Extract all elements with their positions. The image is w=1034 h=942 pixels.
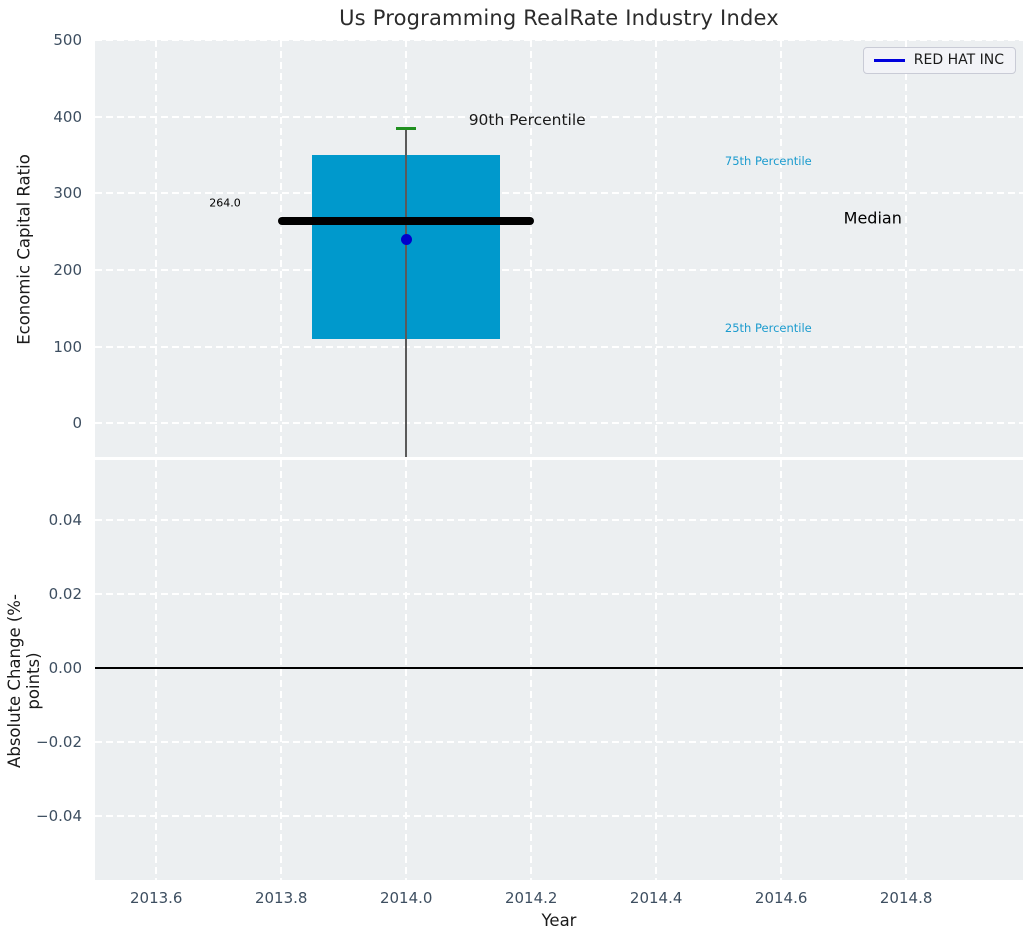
bottom-plot-area <box>95 460 1023 880</box>
x-tick-label: 2014.2 <box>504 889 558 907</box>
gridline <box>95 192 1023 195</box>
gridline <box>95 345 1023 348</box>
gridline <box>405 460 408 880</box>
y-tick-label: −0.02 <box>36 732 82 751</box>
gridline <box>280 460 283 880</box>
gridline <box>95 40 1023 41</box>
gridline <box>280 40 283 457</box>
gridline <box>95 592 1023 595</box>
x-tick-label: 2014.0 <box>379 889 433 907</box>
legend: RED HAT INC <box>862 47 1016 74</box>
gridline <box>95 115 1023 118</box>
zero-change-line <box>95 666 1023 669</box>
gridline <box>530 40 533 457</box>
annotation-p25-label: 25th Percentile <box>724 321 812 336</box>
annotation-p75-label: 75th Percentile <box>724 154 812 169</box>
gridline <box>155 460 158 880</box>
company-point <box>400 233 412 245</box>
gridline <box>655 460 658 880</box>
y-tick-label: −0.04 <box>36 806 82 825</box>
gridline <box>530 460 533 880</box>
gridline <box>95 268 1023 271</box>
y-tick-label: 0.02 <box>48 584 82 603</box>
gridline <box>905 40 908 457</box>
y-tick-label: 400 <box>53 107 82 126</box>
y-tick-label: 0.00 <box>48 658 82 677</box>
gridline <box>780 460 783 880</box>
annotation-median-value-label: 264.0 <box>209 196 241 210</box>
bottom-y-axis-label: Absolute Change (%-points) <box>5 594 43 768</box>
y-tick-label: 100 <box>53 337 82 356</box>
gridline <box>905 460 908 880</box>
gridline <box>155 40 158 457</box>
gridline <box>95 814 1023 817</box>
x-axis-label: Year <box>541 911 577 930</box>
gridline <box>95 518 1023 521</box>
y-tick-label: 200 <box>53 260 82 279</box>
x-tick-label: 2014.6 <box>754 889 808 907</box>
gridline <box>655 40 658 457</box>
x-tick-label: 2013.6 <box>129 889 183 907</box>
legend-line-swatch <box>873 58 905 62</box>
gridline <box>95 422 1023 425</box>
y-tick-label: 500 <box>53 31 82 49</box>
chart-title: Us Programming RealRate Industry Index <box>339 6 779 30</box>
x-tick-label: 2014.4 <box>629 889 683 907</box>
x-tick-label: 2013.8 <box>254 889 308 907</box>
legend-label: RED HAT INC <box>913 52 1004 68</box>
top-y-axis-label: Economic Capital Ratio <box>14 154 34 345</box>
annotation-median-label: Median <box>843 208 902 228</box>
y-tick-label: 300 <box>53 184 82 203</box>
y-tick-label: 0 <box>72 414 82 433</box>
annotation-p90-label: 90th Percentile <box>468 110 586 129</box>
median-line <box>278 216 535 225</box>
top-plot-area: RED HAT INC 264.0 90th Percentile 75th Per… <box>95 40 1023 457</box>
p90-cap <box>396 126 417 130</box>
x-tick-label: 2014.8 <box>879 889 933 907</box>
gridline <box>780 40 783 457</box>
gridline <box>95 740 1023 743</box>
whisker-center-line <box>405 154 408 339</box>
y-tick-label: 0.04 <box>48 510 82 529</box>
